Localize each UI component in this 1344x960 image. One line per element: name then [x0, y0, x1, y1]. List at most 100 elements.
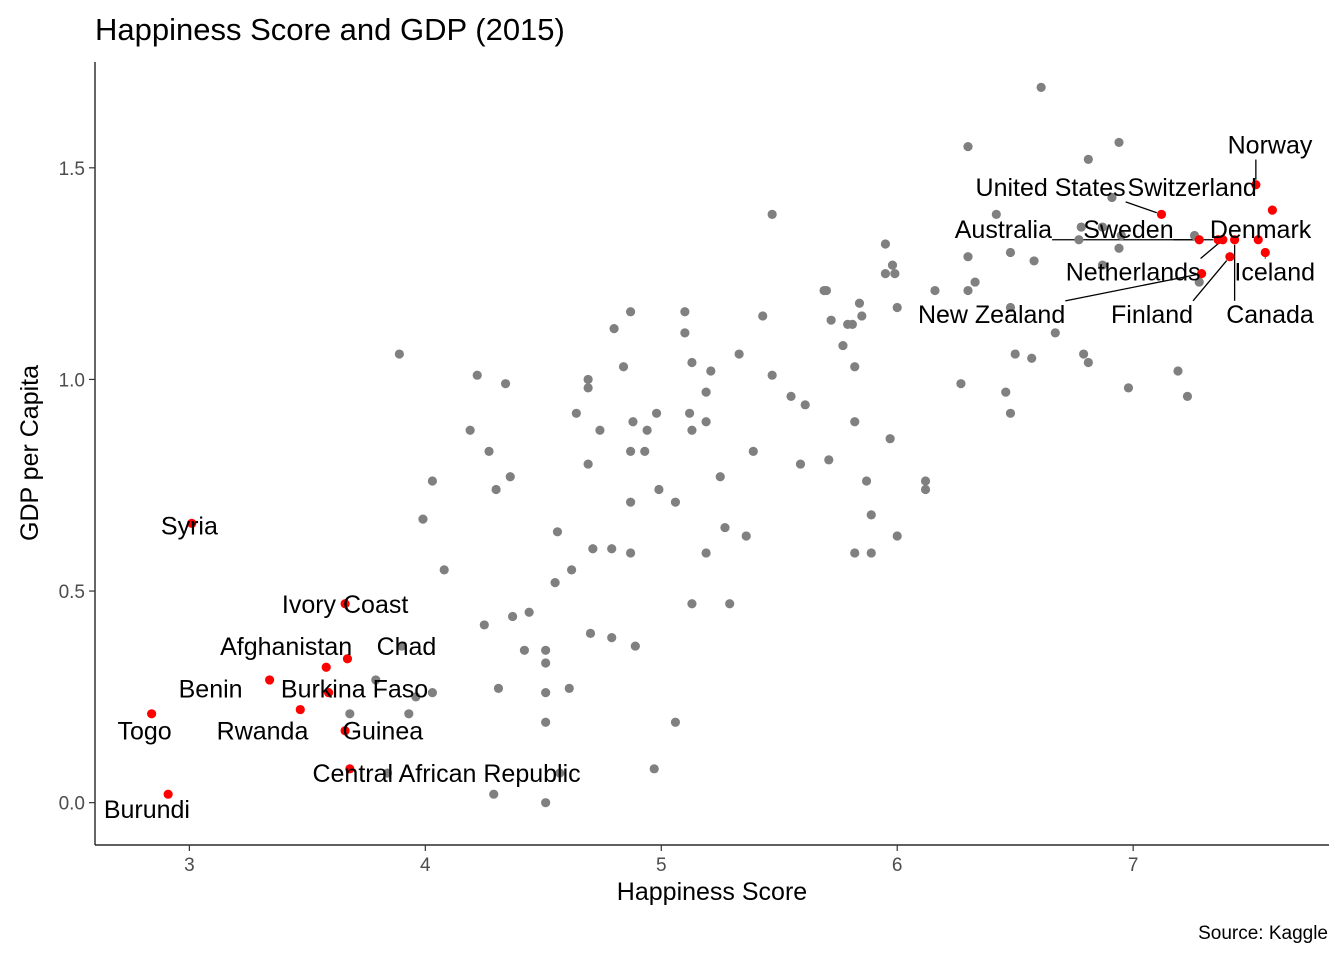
data-point	[847, 319, 857, 330]
highlight-point	[340, 599, 350, 609]
country-label: Netherlands	[1066, 259, 1201, 287]
data-point	[786, 391, 796, 401]
country-label: United States	[976, 174, 1126, 202]
y-tick-label: 1.0	[59, 370, 85, 391]
highlight-point	[1267, 205, 1277, 215]
x-tick-label: 7	[1128, 855, 1139, 876]
y-tick-label: 1.5	[59, 159, 85, 180]
data-point	[472, 370, 482, 380]
data-point	[465, 425, 475, 435]
data-point	[880, 269, 891, 279]
data-point	[651, 408, 662, 418]
highlight-point	[342, 654, 353, 664]
data-point	[625, 307, 636, 317]
data-point	[505, 472, 515, 482]
data-point	[670, 497, 681, 507]
data-point	[484, 446, 494, 456]
country-label: Canada	[1226, 301, 1314, 329]
data-point	[684, 408, 695, 418]
y-axis-ticks: 0.0 0.5 1.0 1.5	[59, 159, 95, 815]
leader-line	[1125, 201, 1157, 214]
x-tick-label: 5	[656, 855, 667, 876]
data-point	[850, 417, 860, 427]
data-point	[1114, 137, 1124, 148]
data-point	[1074, 235, 1084, 245]
country-label: Rwanda	[217, 718, 309, 746]
data-point	[701, 548, 711, 558]
data-point	[628, 417, 638, 427]
data-point	[418, 514, 428, 524]
data-point	[1083, 357, 1093, 368]
country-label: Afghanistan	[220, 633, 352, 661]
data-point	[607, 544, 617, 554]
data-point	[567, 565, 577, 575]
data-point	[706, 366, 716, 376]
country-label: Chad	[377, 633, 437, 661]
data-point	[1050, 328, 1060, 338]
highlight-point	[323, 688, 334, 698]
data-point	[861, 476, 872, 486]
country-label: New Zealand	[918, 301, 1065, 329]
data-point	[680, 307, 690, 317]
country-label: Ivory Coast	[282, 591, 408, 619]
data-point	[404, 709, 414, 719]
data-point	[970, 277, 980, 287]
data-point	[1036, 82, 1046, 92]
data-point	[1010, 349, 1020, 359]
data-point	[687, 599, 697, 609]
data-point	[493, 683, 504, 694]
data-point	[758, 311, 768, 321]
data-point	[427, 476, 438, 486]
data-point	[1005, 247, 1016, 258]
data-point	[854, 298, 865, 308]
data-point	[1114, 243, 1124, 253]
data-point	[857, 311, 867, 321]
data-point	[640, 446, 650, 456]
y-axis-title: GDP per Capita	[16, 365, 44, 541]
data-point	[491, 484, 501, 495]
data-point	[585, 628, 596, 638]
data-point	[1029, 256, 1039, 266]
data-point	[826, 315, 836, 325]
highlight-point	[295, 704, 305, 715]
data-point	[489, 789, 499, 799]
data-point	[734, 349, 744, 359]
data-point	[880, 239, 891, 249]
data-point	[1001, 387, 1011, 397]
highlight-point	[265, 675, 275, 685]
data-point	[371, 675, 381, 685]
data-point	[687, 425, 697, 435]
data-point	[720, 522, 730, 533]
data-point	[725, 599, 735, 609]
data-point	[625, 548, 636, 558]
data-point	[701, 417, 711, 427]
data-point	[394, 349, 404, 359]
data-point	[920, 476, 931, 486]
data-point	[866, 510, 876, 520]
data-point	[885, 434, 895, 444]
data-point	[991, 209, 1001, 219]
data-point	[687, 357, 697, 368]
data-point	[956, 379, 966, 389]
data-point	[607, 633, 617, 643]
data-point	[609, 324, 619, 334]
data-point	[427, 688, 438, 698]
data-point	[701, 387, 711, 397]
data-point	[850, 362, 860, 372]
data-point	[508, 611, 518, 622]
country-label: Iceland	[1234, 259, 1315, 287]
country-label: Switzerland	[1128, 174, 1257, 202]
data-point	[800, 400, 810, 410]
data-point	[892, 531, 902, 541]
data-point	[618, 362, 629, 372]
data-point	[963, 142, 973, 152]
data-point	[1076, 222, 1086, 232]
data-point	[625, 497, 636, 507]
data-point	[1079, 349, 1089, 359]
data-point	[920, 484, 931, 495]
data-point	[795, 459, 806, 469]
data-point	[571, 408, 581, 418]
data-points	[147, 82, 1277, 808]
